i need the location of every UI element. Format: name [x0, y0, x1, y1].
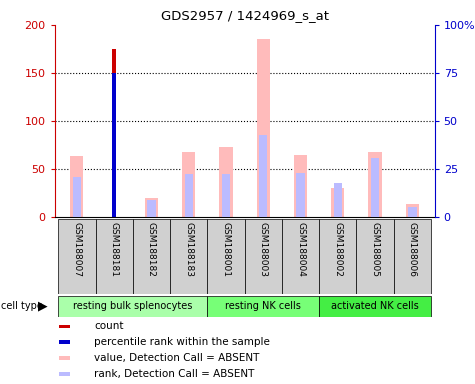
Bar	[319, 219, 356, 294]
Text: GSM188004: GSM188004	[296, 222, 305, 277]
Bar	[356, 219, 394, 294]
Bar	[59, 341, 70, 344]
Text: count: count	[94, 321, 124, 331]
Bar	[73, 177, 81, 217]
Bar	[133, 219, 170, 294]
Bar	[331, 188, 344, 217]
Text: activated NK cells: activated NK cells	[331, 301, 419, 311]
Bar	[59, 324, 70, 328]
Bar	[282, 219, 319, 294]
Bar	[95, 219, 133, 294]
Text: GSM188007: GSM188007	[73, 222, 82, 277]
Bar	[112, 49, 116, 217]
Bar	[145, 198, 158, 217]
Bar	[319, 296, 431, 317]
Text: GSM188003: GSM188003	[259, 222, 268, 277]
Bar	[112, 73, 116, 217]
Bar	[208, 296, 319, 317]
Bar	[222, 174, 230, 217]
Text: GSM188181: GSM188181	[110, 222, 119, 277]
Text: rank, Detection Call = ABSENT: rank, Detection Call = ABSENT	[94, 369, 255, 379]
Bar	[219, 147, 233, 217]
Bar	[70, 157, 84, 217]
Text: value, Detection Call = ABSENT: value, Detection Call = ABSENT	[94, 353, 259, 363]
Bar	[406, 205, 419, 217]
Bar	[333, 184, 342, 217]
Bar	[58, 219, 95, 294]
Text: GSM188005: GSM188005	[370, 222, 380, 277]
Bar	[208, 219, 245, 294]
Text: percentile rank within the sample: percentile rank within the sample	[94, 337, 270, 347]
Bar	[294, 155, 307, 217]
Bar	[58, 296, 208, 317]
Text: GSM188002: GSM188002	[333, 222, 342, 277]
Text: resting bulk splenocytes: resting bulk splenocytes	[73, 301, 192, 311]
Bar	[245, 219, 282, 294]
Bar	[59, 372, 70, 376]
Bar	[408, 207, 417, 217]
Text: ▶: ▶	[38, 300, 48, 313]
Bar	[394, 219, 431, 294]
Text: GSM188183: GSM188183	[184, 222, 193, 277]
Bar	[256, 40, 270, 217]
Bar	[259, 136, 267, 217]
Bar	[147, 200, 156, 217]
Bar	[59, 356, 70, 360]
Bar	[170, 219, 208, 294]
Text: GSM188001: GSM188001	[221, 222, 230, 277]
Text: resting NK cells: resting NK cells	[225, 301, 301, 311]
Text: cell type: cell type	[1, 301, 43, 311]
Text: GSM188006: GSM188006	[408, 222, 417, 277]
Bar	[184, 174, 193, 217]
Bar	[369, 152, 381, 217]
Bar	[296, 173, 305, 217]
Bar	[182, 152, 195, 217]
Title: GDS2957 / 1424969_s_at: GDS2957 / 1424969_s_at	[161, 9, 329, 22]
Bar	[371, 159, 379, 217]
Text: GSM188182: GSM188182	[147, 222, 156, 277]
